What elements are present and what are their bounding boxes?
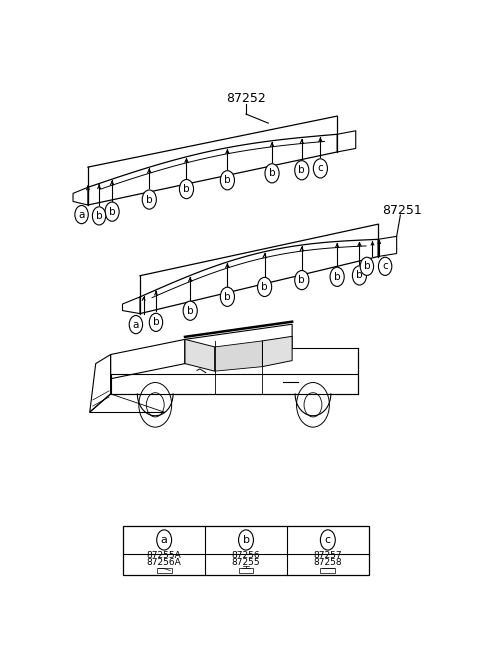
Text: b: b bbox=[153, 318, 159, 327]
Circle shape bbox=[149, 314, 163, 331]
Text: b: b bbox=[224, 292, 231, 302]
Circle shape bbox=[183, 301, 197, 320]
Text: 87255A: 87255A bbox=[147, 551, 181, 560]
Text: b: b bbox=[269, 169, 276, 178]
Text: 87257: 87257 bbox=[313, 551, 342, 560]
Circle shape bbox=[265, 164, 279, 183]
Circle shape bbox=[258, 277, 272, 297]
Bar bbox=[239, 569, 253, 573]
Circle shape bbox=[378, 257, 392, 276]
Circle shape bbox=[75, 205, 88, 224]
Text: c: c bbox=[325, 535, 331, 545]
Text: c: c bbox=[382, 261, 388, 272]
Bar bbox=[321, 569, 335, 573]
Text: c: c bbox=[318, 163, 323, 173]
Text: a: a bbox=[161, 535, 168, 545]
Text: b: b bbox=[363, 261, 370, 272]
Circle shape bbox=[295, 270, 309, 290]
Text: 87256: 87256 bbox=[232, 551, 260, 560]
Circle shape bbox=[139, 382, 172, 427]
Circle shape bbox=[92, 207, 106, 225]
Circle shape bbox=[295, 161, 309, 180]
Circle shape bbox=[142, 190, 156, 209]
Text: b: b bbox=[146, 195, 153, 205]
Text: b: b bbox=[224, 175, 231, 185]
Circle shape bbox=[129, 316, 143, 334]
Text: 87258: 87258 bbox=[313, 558, 342, 567]
Text: b: b bbox=[356, 270, 363, 280]
Text: a: a bbox=[132, 319, 139, 329]
Circle shape bbox=[180, 180, 193, 199]
Text: b: b bbox=[187, 306, 193, 316]
Text: 87255: 87255 bbox=[232, 558, 260, 567]
Circle shape bbox=[105, 202, 119, 221]
Circle shape bbox=[313, 159, 327, 178]
Text: b: b bbox=[109, 207, 115, 216]
Text: b: b bbox=[183, 184, 190, 194]
Polygon shape bbox=[215, 341, 263, 371]
Text: b: b bbox=[96, 211, 102, 221]
Bar bbox=[123, 525, 369, 575]
Circle shape bbox=[239, 530, 253, 550]
Bar bbox=[156, 569, 172, 573]
Text: b: b bbox=[242, 535, 250, 545]
Text: b: b bbox=[261, 282, 268, 292]
Circle shape bbox=[352, 266, 367, 285]
Text: b: b bbox=[299, 165, 305, 175]
Text: a: a bbox=[78, 210, 85, 220]
Text: 87252: 87252 bbox=[226, 92, 266, 106]
Circle shape bbox=[321, 530, 335, 550]
Circle shape bbox=[360, 257, 373, 276]
Circle shape bbox=[330, 267, 344, 287]
Circle shape bbox=[297, 382, 329, 427]
Polygon shape bbox=[185, 339, 215, 371]
Text: 87251: 87251 bbox=[383, 203, 422, 216]
Text: 87256A: 87256A bbox=[147, 558, 181, 567]
Text: b: b bbox=[334, 272, 340, 282]
Polygon shape bbox=[263, 337, 292, 367]
Circle shape bbox=[220, 287, 234, 306]
Circle shape bbox=[220, 171, 234, 190]
Circle shape bbox=[157, 530, 172, 550]
Text: b: b bbox=[299, 275, 305, 285]
